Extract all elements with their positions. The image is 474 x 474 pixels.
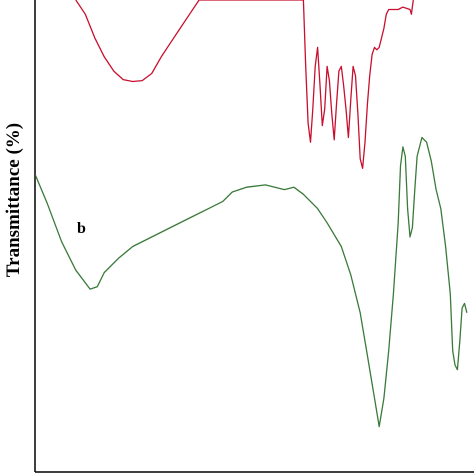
series-b-label: b [77,220,86,237]
series-line-b [34,136,468,428]
series-line-a0 [75,0,414,169]
y-axis-label: Transmittance (%) [3,123,24,277]
series-layer [34,0,468,428]
